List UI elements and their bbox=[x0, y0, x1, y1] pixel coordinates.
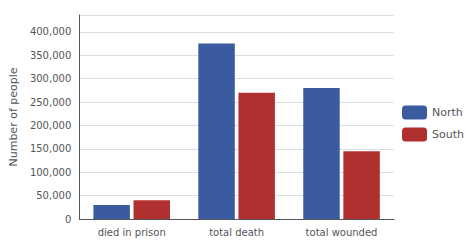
svg-text:50,000: 50,000 bbox=[36, 190, 71, 201]
svg-text:total death: total death bbox=[209, 227, 264, 238]
svg-text:250,000: 250,000 bbox=[30, 97, 71, 108]
svg-text:Number of people: Number of people bbox=[7, 67, 20, 166]
svg-text:300,000: 300,000 bbox=[30, 73, 71, 84]
svg-text:400,000: 400,000 bbox=[30, 26, 71, 37]
svg-text:North: North bbox=[432, 106, 463, 119]
svg-text:200,000: 200,000 bbox=[30, 120, 71, 131]
svg-text:died in prison: died in prison bbox=[98, 227, 166, 238]
svg-text:0: 0 bbox=[65, 214, 71, 225]
svg-text:South: South bbox=[432, 128, 464, 141]
svg-text:100,000: 100,000 bbox=[30, 167, 71, 178]
svg-text:total wounded: total wounded bbox=[306, 227, 378, 238]
svg-text:350,000: 350,000 bbox=[30, 50, 71, 61]
svg-text:150,000: 150,000 bbox=[30, 143, 71, 154]
